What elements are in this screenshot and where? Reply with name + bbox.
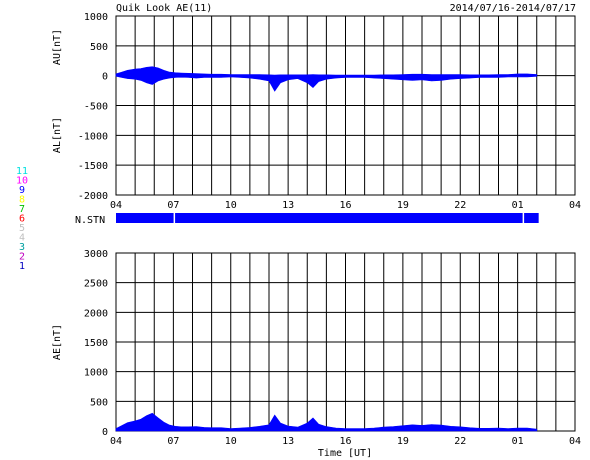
legend-item: 10 — [16, 176, 28, 187]
figure-title: Quik Look AE(11) — [116, 3, 212, 14]
legend-item: 1 — [19, 261, 25, 272]
y-tick-label: 3000 — [84, 249, 108, 260]
y-tick-label: 0 — [102, 72, 108, 83]
y-tick-label: 0 — [102, 427, 108, 438]
al-axis-label: AL[nT] — [52, 117, 63, 153]
ae-series — [115, 412, 538, 432]
x-tick-label: 13 — [282, 200, 294, 211]
legend-item: 9 — [19, 185, 25, 196]
legend-item: 4 — [19, 233, 25, 244]
y-tick-label: 1000 — [84, 12, 108, 23]
y-tick-label: 2500 — [84, 279, 108, 290]
date-range: 2014/07/16-2014/07/17 — [450, 3, 576, 14]
legend-item: 6 — [19, 214, 25, 225]
x-tick-label: 07 — [167, 200, 179, 211]
x-tick-label: 22 — [454, 200, 466, 211]
y-tick-label: -500 — [84, 102, 108, 113]
legend-item: 8 — [19, 195, 25, 206]
y-tick-label: 500 — [90, 397, 108, 408]
legend-item: 2 — [19, 252, 25, 263]
station-panel: N.STN — [75, 213, 539, 226]
x-tick-label: 16 — [339, 200, 351, 211]
x-tick-label: 01 — [512, 436, 524, 447]
x-tick-label: 16 — [339, 436, 351, 447]
y-tick-label: -1500 — [78, 161, 108, 172]
legend-item: 5 — [19, 223, 25, 234]
y-tick-label: -2000 — [78, 191, 108, 202]
y-tick-label: 2000 — [84, 308, 108, 319]
y-tick-label: 500 — [90, 42, 108, 53]
x-tick-label: 04 — [110, 200, 122, 211]
station-label: N.STN — [75, 215, 105, 226]
y-tick-label: -1000 — [78, 131, 108, 142]
x-tick-label: 01 — [512, 200, 524, 211]
x-tick-label: 04 — [110, 436, 122, 447]
legend-item: 11 — [16, 166, 28, 177]
au-series — [115, 66, 538, 76]
x-tick-label: 19 — [397, 200, 409, 211]
x-tick-label: 13 — [282, 436, 294, 447]
station-bar — [116, 213, 539, 223]
legend-item: 3 — [19, 242, 25, 253]
au-axis-label: AU[nT] — [52, 29, 63, 65]
x-tick-label: 07 — [167, 436, 179, 447]
x-tick-label: 19 — [397, 436, 409, 447]
x-tick-label: 04 — [569, 200, 581, 211]
x-axis-label: Time [UT] — [318, 448, 372, 459]
x-tick-label: 22 — [454, 436, 466, 447]
ae-axis-label: AE[nT] — [52, 324, 63, 360]
x-tick-label: 10 — [225, 436, 237, 447]
legend-item: 7 — [19, 204, 25, 215]
plot-frame — [115, 15, 576, 196]
y-tick-label: 1000 — [84, 368, 108, 379]
x-tick-label: 04 — [569, 436, 581, 447]
y-tick-label: 1500 — [84, 338, 108, 349]
al-series — [115, 75, 538, 92]
x-tick-label: 10 — [225, 200, 237, 211]
